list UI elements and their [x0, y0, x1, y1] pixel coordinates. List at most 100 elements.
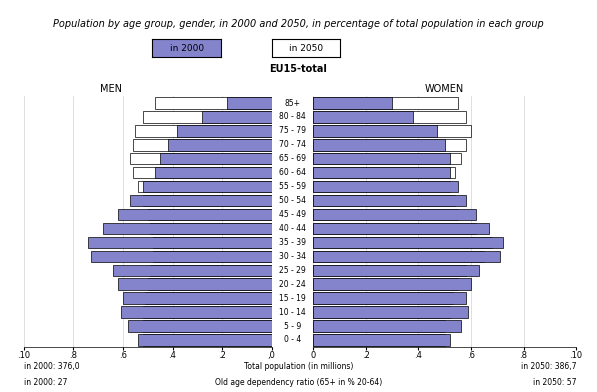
- Text: in 2000: 376,0: in 2000: 376,0: [24, 362, 79, 371]
- Text: 35 - 39: 35 - 39: [279, 238, 306, 247]
- Bar: [88, 237, 272, 248]
- Bar: [313, 250, 500, 262]
- Bar: [313, 209, 476, 220]
- Text: 15 - 19: 15 - 19: [279, 294, 306, 303]
- Text: 65 - 69: 65 - 69: [279, 154, 306, 163]
- Bar: [133, 167, 272, 178]
- Bar: [148, 278, 272, 290]
- Bar: [177, 125, 272, 136]
- Bar: [313, 223, 476, 234]
- Bar: [313, 181, 458, 192]
- Bar: [313, 209, 458, 220]
- Bar: [138, 181, 272, 192]
- Bar: [313, 237, 492, 248]
- Bar: [313, 223, 490, 234]
- Text: 85+: 85+: [285, 98, 300, 107]
- Text: 0 - 4: 0 - 4: [284, 336, 301, 345]
- Text: MEN: MEN: [100, 84, 122, 94]
- Bar: [313, 292, 453, 304]
- Text: 55 - 59: 55 - 59: [279, 182, 306, 191]
- Bar: [133, 139, 272, 151]
- Bar: [91, 250, 272, 262]
- Text: 10 - 14: 10 - 14: [279, 308, 306, 317]
- Bar: [313, 307, 469, 318]
- Text: in 2000: 27: in 2000: 27: [24, 378, 67, 387]
- Bar: [313, 139, 466, 151]
- Bar: [313, 292, 466, 304]
- Bar: [313, 153, 460, 165]
- Bar: [118, 278, 272, 290]
- Bar: [148, 209, 272, 220]
- Bar: [160, 153, 272, 165]
- Bar: [123, 292, 272, 304]
- Bar: [313, 97, 458, 109]
- Bar: [103, 223, 272, 234]
- Bar: [143, 307, 272, 318]
- Bar: [150, 223, 272, 234]
- Text: Population by age group, gender, in 2000 and 2050, in percentage of total popula: Population by age group, gender, in 2000…: [53, 19, 544, 29]
- Bar: [313, 278, 471, 290]
- Bar: [128, 320, 272, 332]
- Bar: [143, 334, 272, 346]
- Bar: [143, 320, 272, 332]
- Bar: [313, 125, 437, 136]
- Bar: [118, 209, 272, 220]
- Bar: [130, 153, 272, 165]
- Bar: [313, 334, 445, 346]
- Bar: [313, 195, 466, 206]
- Text: 20 - 24: 20 - 24: [279, 280, 306, 289]
- Bar: [313, 320, 445, 332]
- Text: 80 - 84: 80 - 84: [279, 113, 306, 122]
- Text: 30 - 34: 30 - 34: [279, 252, 306, 261]
- Bar: [313, 111, 413, 123]
- Bar: [313, 97, 392, 109]
- Bar: [313, 153, 450, 165]
- Bar: [313, 167, 450, 178]
- Text: 45 - 49: 45 - 49: [279, 210, 306, 219]
- Bar: [113, 265, 272, 276]
- Text: 5 - 9: 5 - 9: [284, 321, 301, 330]
- Text: WOMEN: WOMEN: [425, 84, 464, 94]
- Bar: [313, 167, 456, 178]
- Bar: [150, 265, 272, 276]
- Text: in 2000: in 2000: [170, 44, 204, 53]
- Bar: [313, 278, 458, 290]
- Bar: [136, 125, 272, 136]
- Bar: [313, 139, 445, 151]
- Bar: [313, 307, 450, 318]
- Bar: [313, 125, 471, 136]
- Text: Old age dependency ratio (65+ in % 20-64): Old age dependency ratio (65+ in % 20-64…: [215, 378, 382, 387]
- Bar: [143, 195, 272, 206]
- Text: 60 - 64: 60 - 64: [279, 168, 306, 177]
- Text: in 2050: 386,7: in 2050: 386,7: [521, 362, 576, 371]
- Text: 50 - 54: 50 - 54: [279, 196, 306, 205]
- Bar: [313, 111, 466, 123]
- Text: 25 - 29: 25 - 29: [279, 266, 306, 275]
- Text: 40 - 44: 40 - 44: [279, 224, 306, 233]
- Bar: [313, 237, 503, 248]
- Bar: [130, 195, 272, 206]
- Bar: [121, 307, 272, 318]
- Bar: [145, 292, 272, 304]
- Bar: [313, 265, 479, 276]
- Bar: [202, 111, 272, 123]
- Text: Total population (in millions): Total population (in millions): [244, 362, 353, 371]
- Bar: [313, 195, 456, 206]
- Bar: [313, 181, 450, 192]
- Bar: [153, 237, 272, 248]
- Bar: [155, 167, 272, 178]
- Text: 75 - 79: 75 - 79: [279, 126, 306, 135]
- Bar: [313, 320, 460, 332]
- Bar: [143, 181, 272, 192]
- Bar: [168, 139, 272, 151]
- Bar: [143, 111, 272, 123]
- Bar: [313, 250, 484, 262]
- Bar: [153, 250, 272, 262]
- Bar: [313, 265, 466, 276]
- Bar: [138, 334, 272, 346]
- Bar: [227, 97, 272, 109]
- Bar: [155, 97, 272, 109]
- Text: in 2050: in 2050: [289, 44, 323, 53]
- Text: in 2050: 57: in 2050: 57: [533, 378, 576, 387]
- Text: EU15-total: EU15-total: [270, 64, 327, 74]
